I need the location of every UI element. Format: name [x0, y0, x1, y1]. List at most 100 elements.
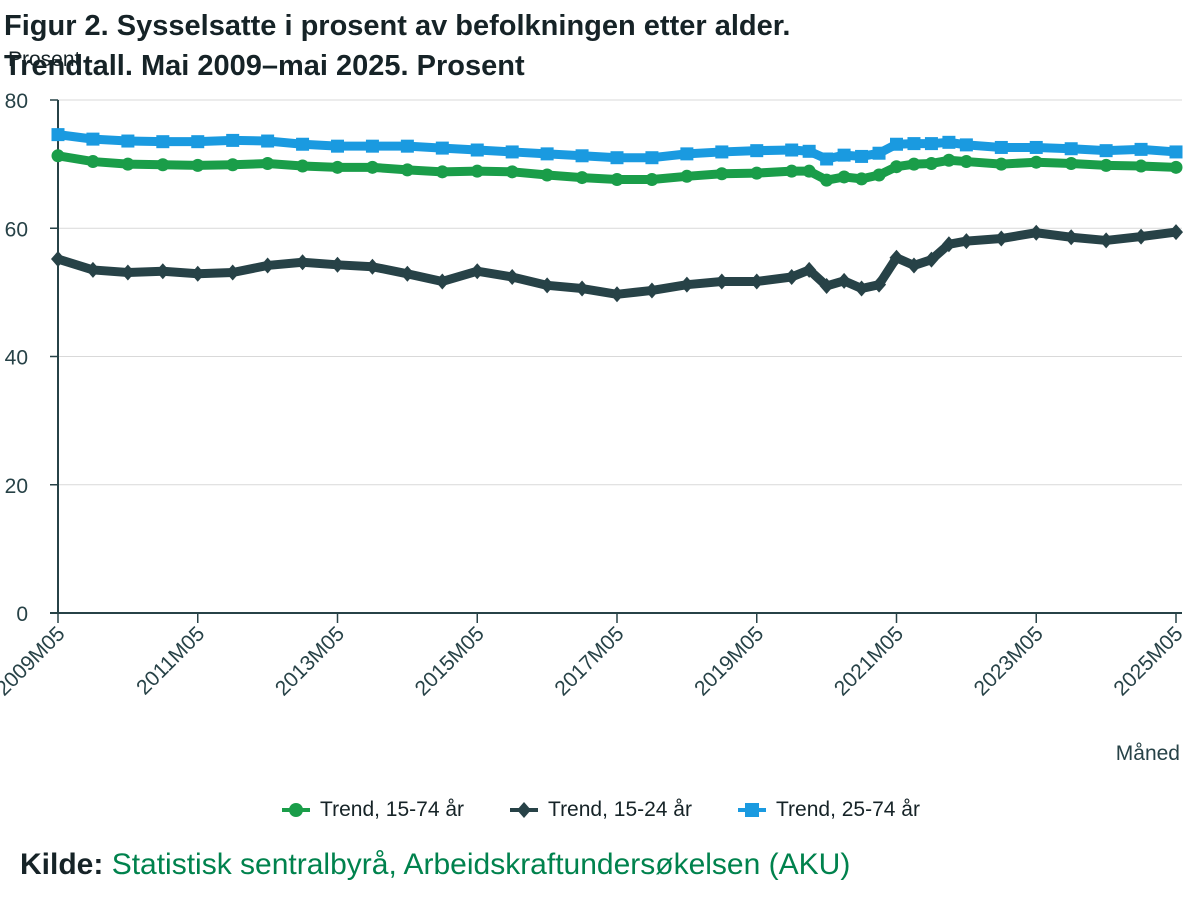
series-1-point [156, 158, 170, 172]
series-2-point [365, 258, 380, 275]
series-1-point [924, 156, 938, 170]
series-1-point [994, 157, 1008, 171]
series-1-point [1099, 158, 1113, 172]
series-2-point [994, 230, 1009, 247]
chart-title-line2: Trendtall. Mai 2009–mai 2025. Prosent [4, 50, 525, 82]
x-tick-label: 2025M05 [1109, 622, 1187, 700]
series-1-point [855, 172, 869, 186]
series-3-point [296, 137, 310, 151]
legend-label-3: Trend, 25-74 år [775, 798, 920, 821]
series-1-point [121, 157, 135, 171]
series-2-point [941, 236, 956, 253]
x-tick-label: 2013M05 [271, 622, 349, 700]
series-3-point [942, 135, 956, 149]
series-3-point [51, 128, 65, 142]
series-1-point [837, 170, 851, 184]
series-2-point [190, 265, 205, 282]
series-1-point [191, 158, 205, 172]
series-2-point [85, 261, 100, 278]
series-3-point [505, 145, 519, 159]
y-tick-label: 0 [16, 603, 28, 626]
series-1-point [575, 171, 589, 185]
series-3-point [680, 147, 694, 161]
series-3-point [1134, 142, 1148, 156]
series-2-point [714, 273, 729, 290]
series-1-point [1029, 155, 1043, 169]
series-2-point [784, 268, 799, 285]
series-2-point [51, 251, 65, 268]
series-3-point [1029, 140, 1043, 154]
x-tick-label: 2021M05 [830, 622, 908, 700]
series-1-point [365, 160, 379, 174]
x-tick-label: 2019M05 [690, 622, 768, 700]
series-3-point [1169, 145, 1183, 159]
series-2-point [924, 251, 939, 268]
series-2-point [610, 286, 624, 303]
series-3-point [994, 140, 1008, 154]
x-tick-label: 2015M05 [411, 622, 489, 700]
series-3-point [610, 151, 624, 165]
series-3-point [365, 139, 379, 153]
series-1-point [435, 165, 449, 179]
legend-symbol-1 [282, 803, 311, 817]
series-2-point [1099, 232, 1114, 249]
series-1-point [331, 160, 344, 174]
source-label: Kilde: [20, 848, 104, 881]
series-1-point [610, 173, 624, 187]
series-2-point [802, 261, 817, 278]
legend-label-2: Trend, 15-24 år [548, 798, 692, 821]
series-2-point [819, 277, 834, 294]
series-1-point [820, 173, 834, 187]
series-1-point [1134, 159, 1148, 173]
series-2-point [575, 280, 590, 297]
series-3-point [86, 132, 100, 146]
series-1-point [750, 166, 764, 180]
series-2-point [330, 256, 345, 273]
y-tick-label: 20 [5, 475, 28, 498]
series-3-point [785, 143, 799, 157]
legend-label-1: Trend, 15-74 år [320, 798, 465, 821]
series-1-point [942, 153, 956, 167]
legend-item-3[interactable]: Trend, 25-74 år [736, 798, 920, 822]
series-1-point [907, 157, 921, 171]
series-3-point [331, 139, 344, 153]
series-2-point [1134, 228, 1149, 245]
series-3-point [400, 139, 414, 153]
series-1-point [540, 168, 554, 182]
series-3-point [959, 138, 973, 152]
series-2-point [1064, 229, 1079, 246]
series-2-point [295, 254, 310, 271]
series-2-point [872, 276, 887, 293]
source-link[interactable]: Statistisk sentralbyrå, Arbeidskraftunde… [111, 848, 851, 881]
series-1-point [1169, 160, 1183, 174]
series-3-point [575, 149, 589, 163]
series-3-point [872, 146, 886, 160]
series-3-point [924, 137, 938, 151]
series-3-point [802, 144, 816, 158]
series-2-point [435, 273, 450, 290]
series-2-point [679, 276, 694, 293]
y-axis-label: Prosent [8, 48, 81, 71]
series-1-point [785, 164, 799, 178]
series-2-point [260, 257, 275, 274]
series-3-point [156, 135, 170, 149]
series-2-point [837, 272, 852, 289]
series-2-point [1029, 224, 1044, 241]
series-3-point [191, 135, 205, 149]
series-1-point [959, 155, 973, 169]
series-3-point [1064, 142, 1078, 156]
series-1-point [890, 160, 903, 174]
series-1-point [680, 169, 694, 183]
y-tick-label: 80 [5, 90, 28, 113]
series-3-point [540, 147, 554, 161]
series-3-point [715, 145, 729, 159]
series-2-point [400, 265, 415, 282]
legend-item-2[interactable]: Trend, 15-24 år [508, 798, 692, 822]
series-3-point [226, 133, 240, 147]
legend-item-1[interactable]: Trend, 15-74 år [280, 798, 464, 822]
y-tick-label: 60 [5, 218, 28, 241]
x-axis-label: Måned [1116, 742, 1180, 765]
series-2-point [120, 264, 135, 281]
series-1-point [400, 163, 414, 177]
series-1-point [645, 173, 659, 187]
